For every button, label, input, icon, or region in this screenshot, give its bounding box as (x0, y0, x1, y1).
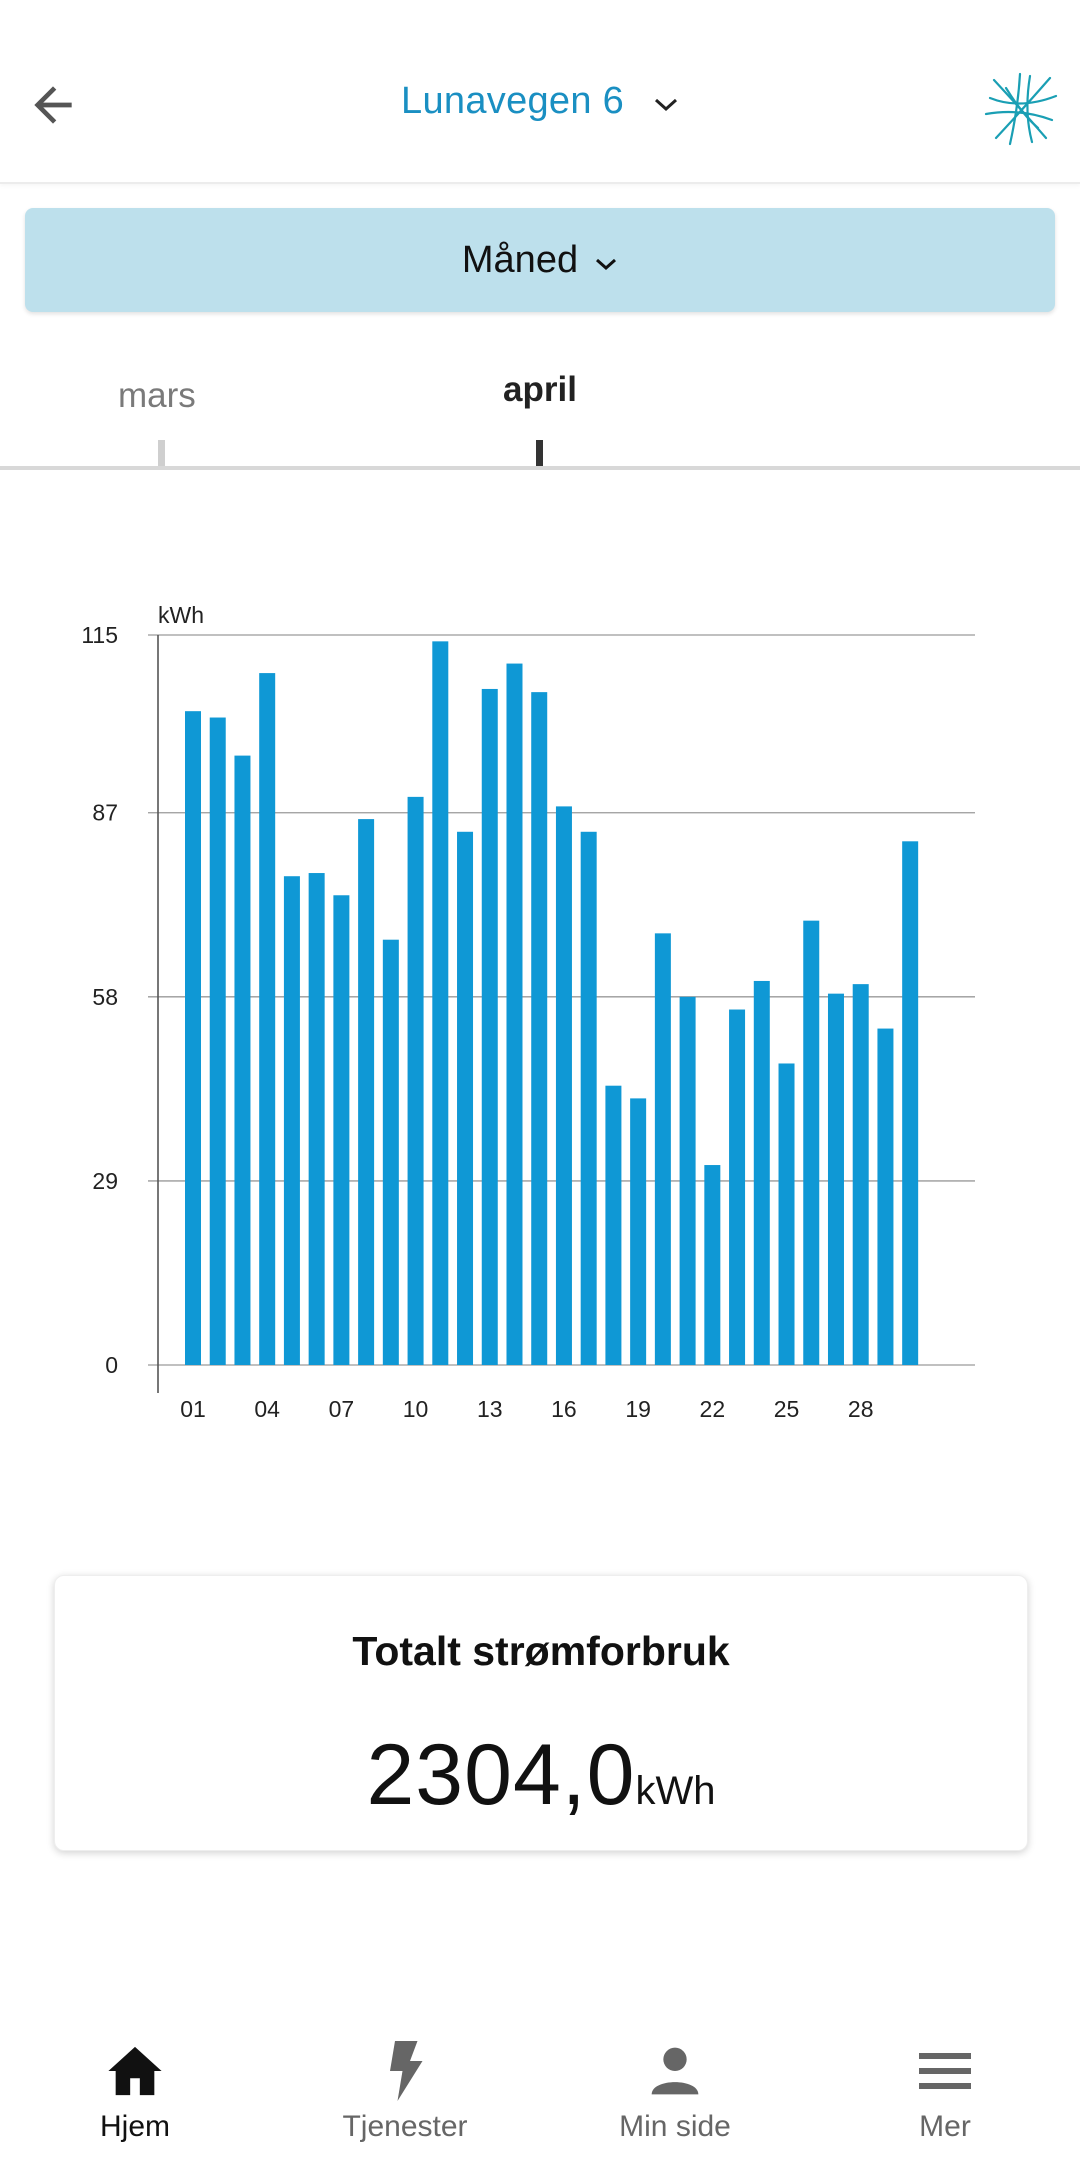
tab-april[interactable]: april (503, 370, 577, 409)
bar (803, 920, 820, 1365)
bar (827, 993, 844, 1365)
y-tick-label: 0 (105, 1352, 118, 1378)
company-logo (984, 72, 1058, 146)
bar (654, 933, 671, 1365)
bar (704, 1165, 721, 1365)
x-tick-label: 01 (180, 1396, 206, 1422)
y-tick-label: 29 (92, 1168, 118, 1194)
bar (852, 984, 869, 1365)
nav-services[interactable]: Tjenester (295, 2020, 515, 2144)
menu-icon (919, 2053, 971, 2089)
bar (358, 819, 375, 1365)
bar (555, 806, 572, 1365)
tab-mars[interactable]: mars (118, 376, 196, 415)
bar (605, 1085, 622, 1365)
back-button[interactable] (22, 74, 84, 136)
bar (185, 711, 201, 1365)
x-tick-label: 28 (848, 1396, 874, 1422)
bar (457, 831, 474, 1365)
x-tick-label: 07 (329, 1396, 355, 1422)
bar (283, 876, 300, 1365)
total-value: 2304,0kWh (55, 1726, 1027, 1825)
person-icon (651, 2047, 699, 2095)
x-tick-label: 10 (403, 1396, 429, 1422)
tab-indicator-mars (158, 440, 165, 466)
bar (753, 980, 770, 1365)
nav-home[interactable]: Hjem (25, 2020, 245, 2144)
bottom-navigation: Hjem Tjenester Min side Mer (0, 2020, 1080, 2160)
bar (382, 939, 399, 1365)
bar (407, 796, 424, 1365)
chevron-down-icon (653, 81, 679, 124)
bar (308, 873, 325, 1365)
app-header: Lunavegen 6 (0, 0, 1080, 184)
total-number: 2304,0 (366, 1727, 636, 1823)
bar (259, 673, 276, 1365)
location-selector[interactable]: Lunavegen 6 (0, 80, 1080, 124)
bar (679, 996, 696, 1365)
tab-indicator-april (536, 440, 543, 466)
home-icon (108, 2046, 162, 2096)
bar (506, 663, 523, 1365)
bar (580, 831, 597, 1365)
bar (432, 641, 449, 1365)
consumption-bar-chart: 0 29 58 87 115 kWh 01 04 07 10 13 16 19 22 25 28 (81, 602, 975, 1422)
x-tick-label: 13 (477, 1396, 503, 1422)
bar (778, 1063, 795, 1365)
nav-services-label: Tjenester (342, 2110, 468, 2143)
bar (531, 692, 548, 1365)
total-title: Totalt strømforbruk (352, 1628, 730, 1674)
bar (902, 841, 919, 1365)
location-label: Lunavegen 6 (401, 80, 625, 122)
bar (481, 688, 498, 1365)
bar (630, 1098, 647, 1365)
month-tabs: mars april (0, 360, 1080, 470)
x-tick-label: 04 (254, 1396, 280, 1422)
period-selector-button[interactable]: Måned (25, 208, 1055, 312)
nav-more-label: Mer (919, 2110, 971, 2143)
y-tick-label: 87 (92, 800, 118, 826)
x-tick-label: 25 (774, 1396, 800, 1422)
nav-more[interactable]: Mer (835, 2020, 1055, 2144)
chevron-down-icon (594, 239, 618, 282)
total-unit: kWh (635, 1769, 716, 1813)
y-tick-label: 115 (81, 622, 118, 648)
x-tick-label: 16 (551, 1396, 577, 1422)
arrow-left-icon (34, 86, 72, 124)
period-label: Måned (461, 238, 579, 281)
bar (333, 895, 350, 1365)
bar (209, 717, 226, 1365)
lightning-icon (390, 2041, 423, 2101)
bar (234, 755, 251, 1365)
total-consumption-card: Totalt strømforbruk 2304,0kWh (54, 1575, 1028, 1851)
bar (877, 1028, 894, 1365)
y-unit-label: kWh (158, 602, 204, 628)
nav-home-label: Hjem (99, 2110, 170, 2143)
nav-my-page-label: Min side (619, 2110, 731, 2143)
bar (729, 1009, 746, 1365)
x-tick-label: 22 (700, 1396, 726, 1422)
nav-my-page[interactable]: Min side (565, 2020, 785, 2144)
y-tick-label: 58 (92, 984, 118, 1010)
x-tick-label: 19 (625, 1396, 651, 1422)
